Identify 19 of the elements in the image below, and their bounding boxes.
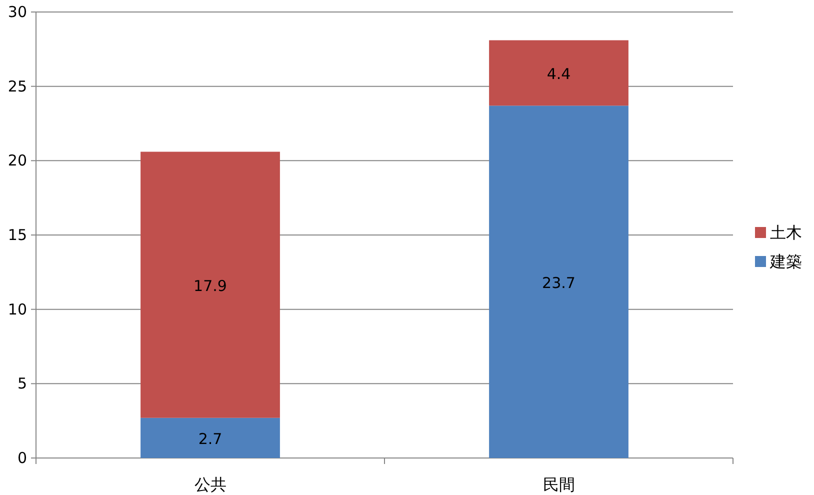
data-label: 23.7 <box>542 274 576 292</box>
y-tick-label: 30 <box>8 3 27 21</box>
bar <box>140 418 280 458</box>
bar <box>140 152 280 418</box>
bar <box>489 106 628 458</box>
legend-label: 土木 <box>770 223 802 242</box>
y-tick-label: 25 <box>8 77 27 96</box>
data-label: 4.4 <box>546 64 571 83</box>
x-tick-label: 民間 <box>542 475 575 494</box>
y-tick-label: 5 <box>17 374 27 393</box>
y-tick-label: 15 <box>8 226 27 244</box>
legend-label: 建築 <box>769 252 802 271</box>
y-tick-label: 10 <box>8 300 27 318</box>
bar <box>489 40 628 106</box>
data-label: 17.9 <box>194 276 227 295</box>
y-tick-label: 20 <box>8 152 27 170</box>
x-tick-label: 公共 <box>194 475 226 494</box>
y-tick-label: 0 <box>17 449 27 467</box>
data-label: 2.7 <box>198 430 222 448</box>
